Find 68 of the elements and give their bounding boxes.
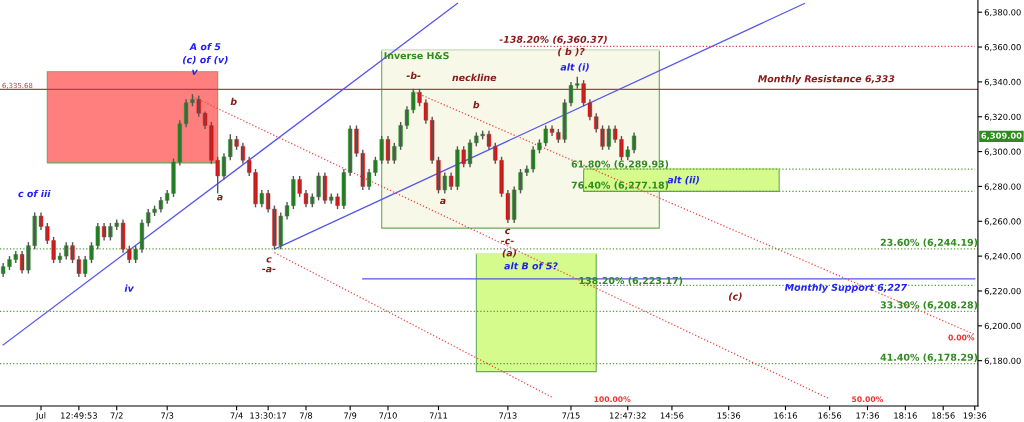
- annotation: c of iii: [18, 189, 51, 198]
- annotation: c: [266, 257, 272, 263]
- y-tick-label: 6,220.00: [984, 287, 1021, 296]
- x-tick-label: 7/13: [499, 412, 517, 420]
- x-tick-label: 18:56: [932, 412, 955, 419]
- x-tick-label: 13:30:17: [250, 412, 287, 419]
- annotation: (c): [729, 292, 742, 302]
- x-tick-label: 16:56: [818, 412, 842, 419]
- candlestick: [57, 251, 63, 264]
- annotation: Monthly Resistance 6,333: [758, 74, 895, 85]
- y-tick-label: 6,180.00: [984, 357, 1021, 365]
- annotation: alt (ii): [667, 176, 699, 185]
- annotation: neckline: [452, 73, 497, 82]
- y-tick-label: 6,260.00: [984, 218, 1021, 226]
- annotation: iv: [124, 284, 135, 292]
- annotation: b: [230, 97, 237, 106]
- annotation: (c) of (v): [183, 55, 228, 65]
- candlestick: [385, 135, 391, 165]
- x-tick-label: 12:49:53: [61, 412, 97, 419]
- annotation: Monthly Support 6,227: [784, 283, 908, 293]
- annotation: a: [217, 195, 223, 201]
- annotation: ( b )?: [558, 47, 585, 57]
- annotation: 41.40% (6,178.29): [880, 353, 978, 363]
- annotation: -138.20% (6,360.37): [499, 35, 607, 45]
- x-tick-label: 16:16: [774, 412, 797, 419]
- x-tick-label: 7/15: [562, 412, 580, 420]
- candlestick: [411, 88, 416, 114]
- annotation: alt (i): [560, 63, 589, 72]
- y-tick-label: 6,380.00: [984, 9, 1021, 17]
- x-tick-label: 7/4: [230, 412, 243, 420]
- x-tick-label: 18:16: [894, 412, 917, 419]
- y-tick-label: 6,360.00: [984, 44, 1021, 52]
- x-tick-label: 7/9: [344, 412, 357, 420]
- text: 6,309.00: [981, 132, 1022, 140]
- x-tick-label: 17:36: [856, 412, 879, 419]
- x-tick-label: 7/3: [161, 412, 174, 420]
- annotation: a: [439, 198, 446, 205]
- x-tick-label: 7/10: [379, 412, 397, 420]
- x-tick-label: 14:56: [660, 412, 684, 419]
- annotation: -c-: [501, 238, 514, 245]
- x-tick-label: 7/11: [429, 412, 448, 420]
- annotation: (a): [502, 249, 517, 258]
- x-tick-label: 7/2: [110, 412, 123, 420]
- candlestick: [196, 95, 201, 118]
- y-tick-label: 6,280.00: [984, 183, 1021, 191]
- candlestick: [461, 145, 466, 168]
- y-tick-label: 6,340.00: [984, 78, 1021, 87]
- annotation: 33.30% (6,208.28): [880, 301, 978, 310]
- annotation: -b-: [406, 71, 421, 80]
- annotation: v: [192, 69, 198, 75]
- y-tick-label: 6,300.00: [984, 148, 1021, 156]
- annotation: A of 5: [189, 42, 221, 51]
- x-tick-label: 15:36: [717, 412, 741, 419]
- annotation: 23.60% (6,244.19): [880, 238, 978, 248]
- y-tick-label: 6,240.00: [984, 253, 1021, 261]
- x-tick-label: 7/8: [299, 412, 313, 420]
- annotation: c: [505, 228, 511, 235]
- annotation: alt B of 5?: [504, 262, 558, 270]
- candlestick: [442, 171, 447, 195]
- y-tick-label: 6,200.00: [984, 322, 1021, 330]
- x-tick-label: Jul: [35, 412, 46, 421]
- x-tick-label: 19:36: [963, 412, 987, 419]
- candlestick: [278, 211, 283, 250]
- annotation: -a-: [262, 266, 276, 273]
- y-tick-label: 6,320.00: [984, 113, 1021, 121]
- candlestick: [455, 145, 460, 191]
- annotation: b: [473, 100, 480, 109]
- x-tick-label: 12:47:32: [609, 412, 646, 419]
